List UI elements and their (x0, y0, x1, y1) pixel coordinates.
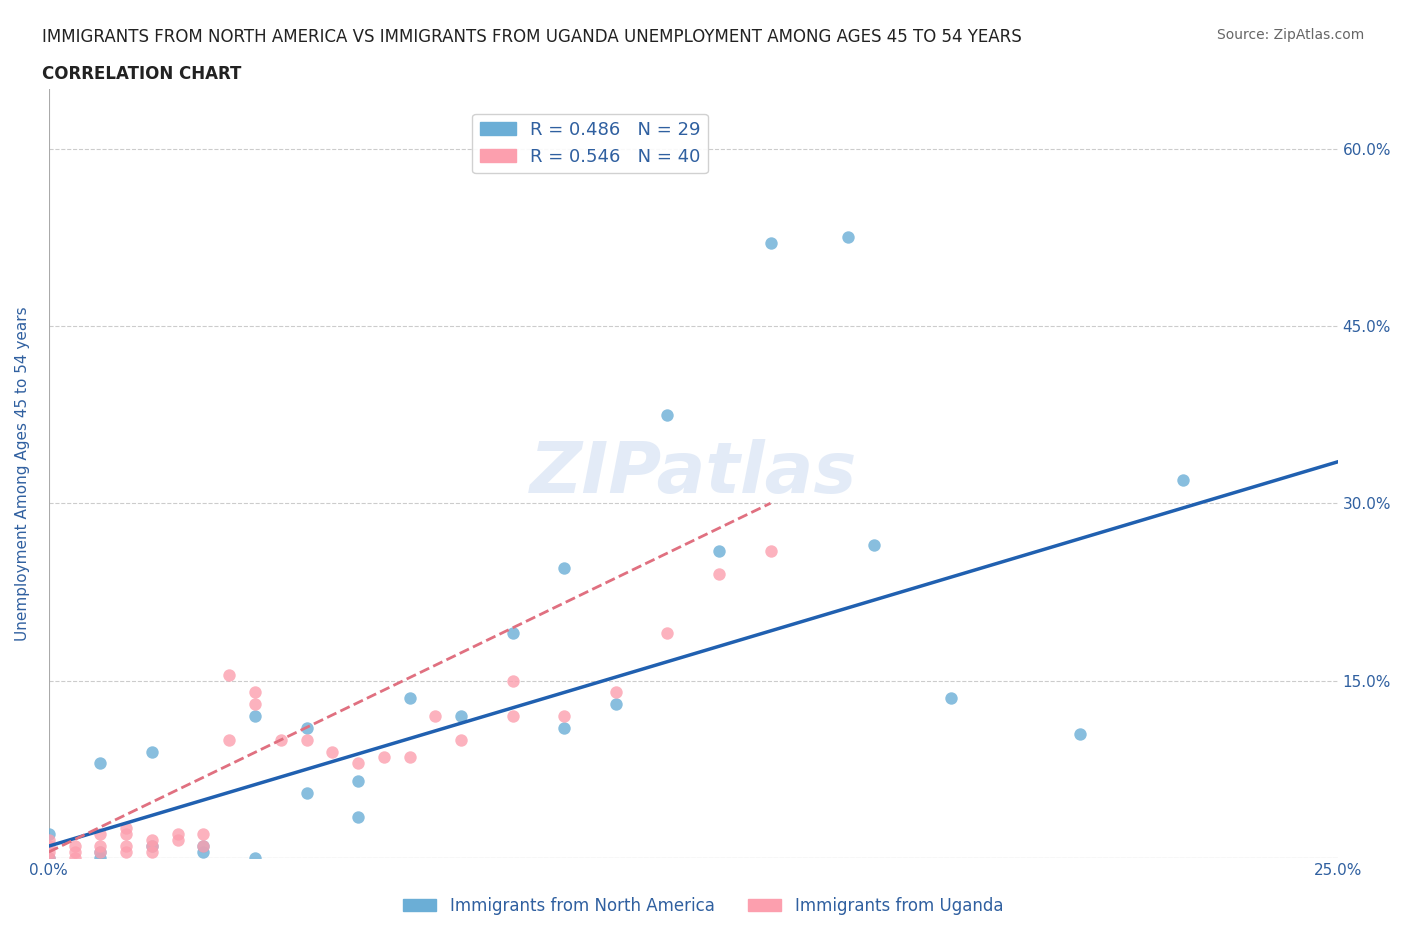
Point (553, 709, 575, 724)
Point (862, 538, 884, 552)
Point (243, 851, 266, 866)
Point (657, 407, 679, 422)
Point (270, 732, 292, 747)
Point (141, 744, 163, 759)
Point (347, 809, 370, 824)
Point (243, 685, 266, 700)
Point (193, 839, 215, 854)
Point (89, 756, 111, 771)
Point (425, 709, 447, 724)
Point (450, 732, 472, 747)
Point (115, 844, 138, 859)
Point (657, 626, 679, 641)
Legend: R = 0.486   N = 29, R = 0.546   N = 40: R = 0.486 N = 29, R = 0.546 N = 40 (472, 113, 707, 173)
Point (89, 839, 111, 854)
Point (38, 851, 60, 866)
Point (553, 721, 575, 736)
Point (166, 832, 188, 847)
Point (218, 667, 240, 682)
Point (141, 832, 163, 847)
Point (89, 851, 111, 866)
Point (347, 756, 370, 771)
Point (759, 235, 782, 250)
Text: Source: ZipAtlas.com: Source: ZipAtlas.com (1216, 28, 1364, 42)
Point (398, 750, 420, 764)
Point (450, 709, 472, 724)
Point (553, 561, 575, 576)
Point (141, 839, 163, 854)
Point (1069, 726, 1091, 741)
Point (193, 827, 215, 842)
Point (38, 839, 60, 854)
Point (193, 839, 215, 854)
Legend: Immigrants from North America, Immigrants from Uganda: Immigrants from North America, Immigrant… (396, 890, 1010, 922)
Point (38, 844, 60, 859)
Point (243, 697, 266, 711)
Point (759, 543, 782, 558)
Point (295, 732, 318, 747)
Point (321, 744, 343, 759)
Text: ZIPatlas: ZIPatlas (530, 439, 856, 508)
Point (707, 566, 730, 581)
Point (1171, 472, 1194, 487)
Point (38, 827, 60, 842)
Point (63, 851, 86, 866)
Point (141, 844, 163, 859)
Text: CORRELATION CHART: CORRELATION CHART (42, 65, 242, 83)
Point (115, 827, 138, 842)
Point (243, 709, 266, 724)
Point (89, 844, 111, 859)
Point (605, 697, 627, 711)
Point (939, 691, 962, 706)
Point (605, 685, 627, 700)
Y-axis label: Unemployment Among Ages 45 to 54 years: Unemployment Among Ages 45 to 54 years (15, 306, 30, 641)
Point (115, 821, 138, 836)
Point (502, 709, 524, 724)
Point (502, 673, 524, 688)
Point (38, 832, 60, 847)
Point (502, 626, 524, 641)
Point (707, 543, 730, 558)
Point (115, 839, 138, 854)
Point (295, 786, 318, 801)
Point (166, 827, 188, 842)
Point (63, 844, 86, 859)
Point (398, 691, 420, 706)
Point (63, 839, 86, 854)
Point (373, 750, 395, 764)
Point (141, 839, 163, 854)
Point (89, 844, 111, 859)
Text: IMMIGRANTS FROM NORTH AMERICA VS IMMIGRANTS FROM UGANDA UNEMPLOYMENT AMONG AGES : IMMIGRANTS FROM NORTH AMERICA VS IMMIGRA… (42, 28, 1022, 46)
Point (295, 721, 318, 736)
Point (89, 827, 111, 842)
Point (193, 844, 215, 859)
Point (218, 732, 240, 747)
Point (837, 230, 859, 245)
Point (38, 851, 60, 866)
Point (347, 774, 370, 789)
